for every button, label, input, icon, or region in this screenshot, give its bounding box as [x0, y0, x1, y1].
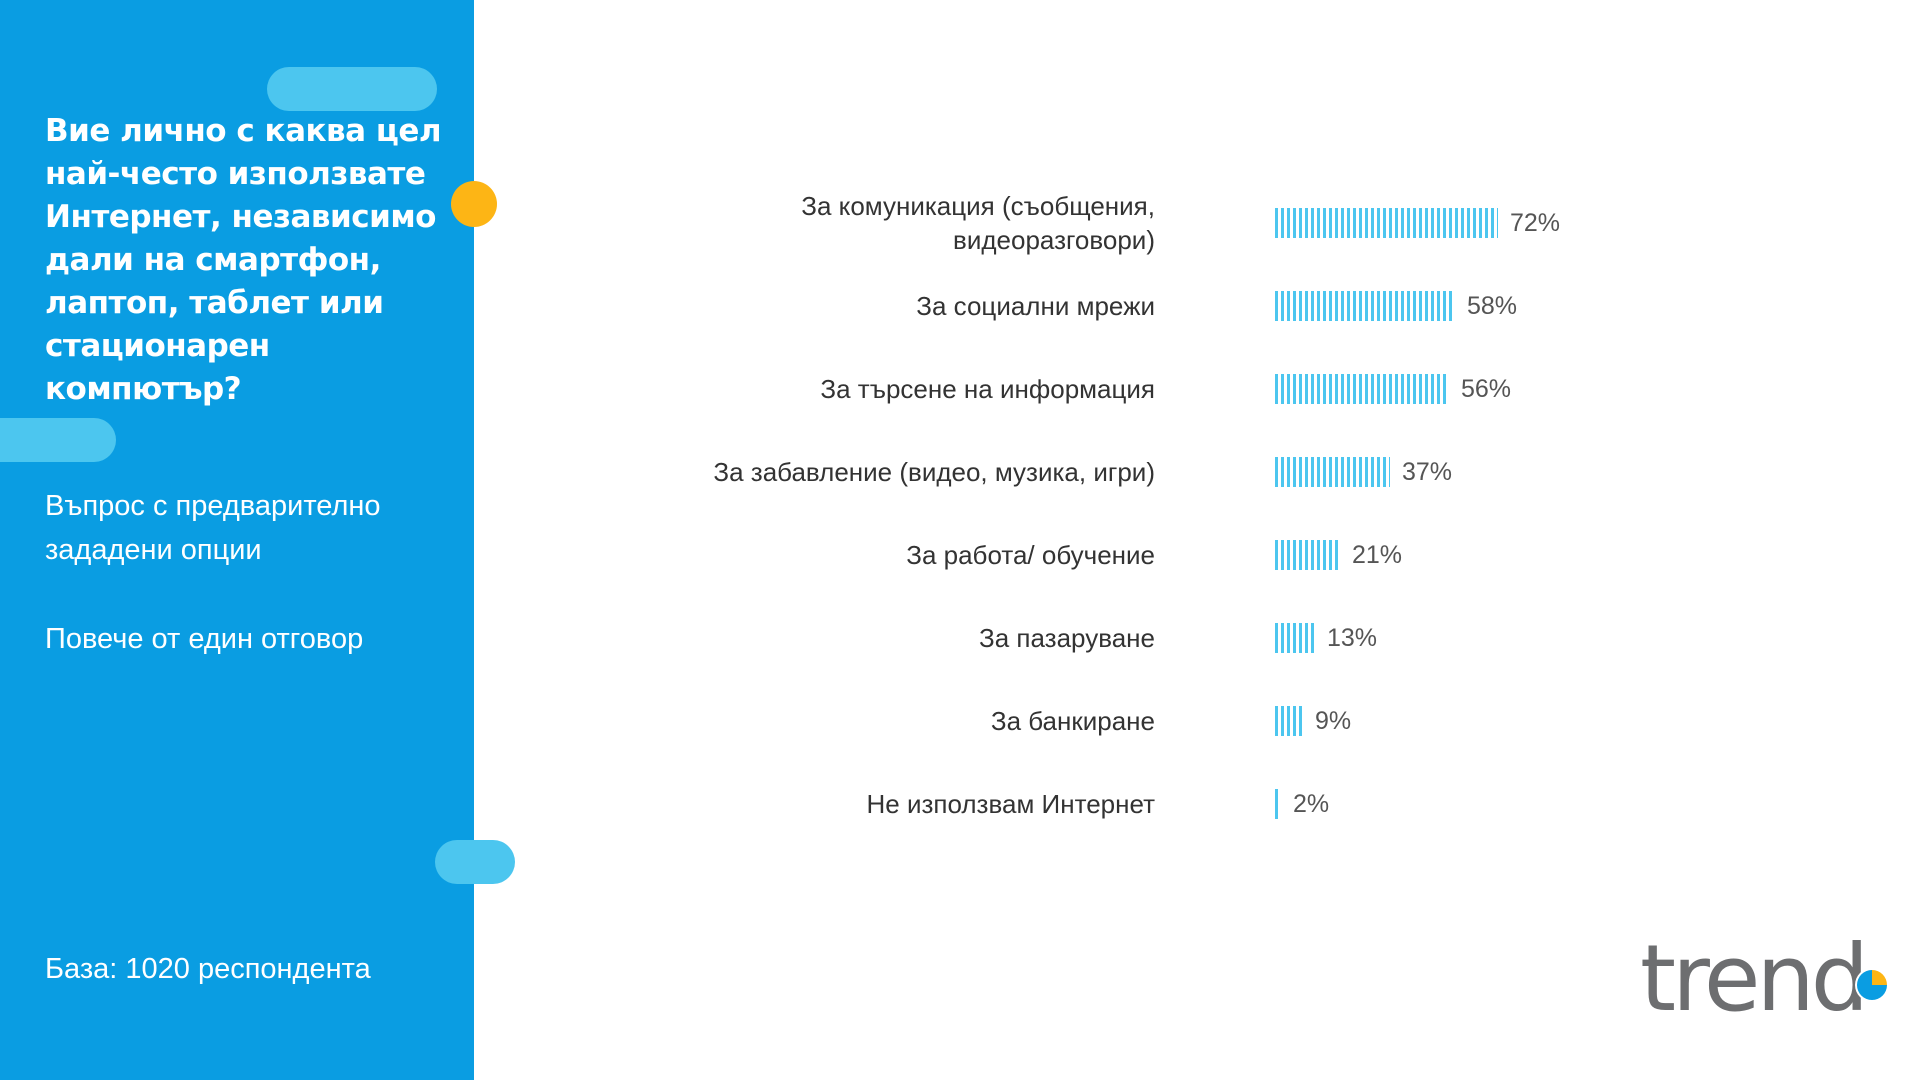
category-label: За банкиране — [990, 706, 1155, 736]
decorative-pill-bottom — [435, 840, 515, 884]
category-label: За комуникация (съобщения, видеоразговор… — [801, 191, 1155, 255]
bar — [1275, 623, 1315, 653]
category-label: За забавление (видео, музика, игри) — [713, 457, 1155, 487]
value-label: 9% — [1315, 707, 1352, 735]
category-label: Не използвам Интернет — [866, 789, 1156, 819]
trend-logo: trend — [1640, 930, 1889, 1020]
bar — [1275, 457, 1390, 487]
category-label: За пазаруване — [979, 623, 1155, 653]
value-label: 58% — [1467, 292, 1518, 320]
value-label: 21% — [1352, 541, 1403, 569]
left-panel: Вие лично с каква цел най-често използва… — [0, 0, 474, 1080]
bar-chart: За комуникация (съобщения, видеоразговор… — [640, 150, 1620, 870]
bar — [1275, 374, 1449, 404]
bar — [1275, 291, 1455, 321]
value-label: 37% — [1402, 458, 1453, 486]
decorative-pill-middle — [0, 418, 116, 462]
value-label: 13% — [1327, 624, 1378, 652]
value-label: 2% — [1293, 790, 1330, 818]
multiple-answers-note: Повече от един отговор — [45, 623, 364, 655]
value-label: 56% — [1461, 375, 1512, 403]
value-label: 72% — [1510, 209, 1561, 237]
bar — [1275, 789, 1281, 819]
question-type-note: Въпрос с предварително зададени опции — [45, 490, 381, 566]
logo-text: trend — [1640, 930, 1865, 1020]
decorative-pill-top — [267, 67, 437, 111]
bar — [1275, 706, 1303, 736]
category-label: За работа/ обучение — [906, 540, 1155, 570]
question-text: Вие лично с каква цел най-често използва… — [45, 113, 442, 407]
decorative-yellow-dot — [451, 181, 497, 227]
category-label: За социални мрежи — [916, 291, 1155, 321]
bar — [1275, 540, 1340, 570]
base-respondents: База: 1020 респондента — [45, 953, 371, 985]
category-label: За търсене на информация — [820, 374, 1155, 404]
bar — [1275, 208, 1498, 238]
